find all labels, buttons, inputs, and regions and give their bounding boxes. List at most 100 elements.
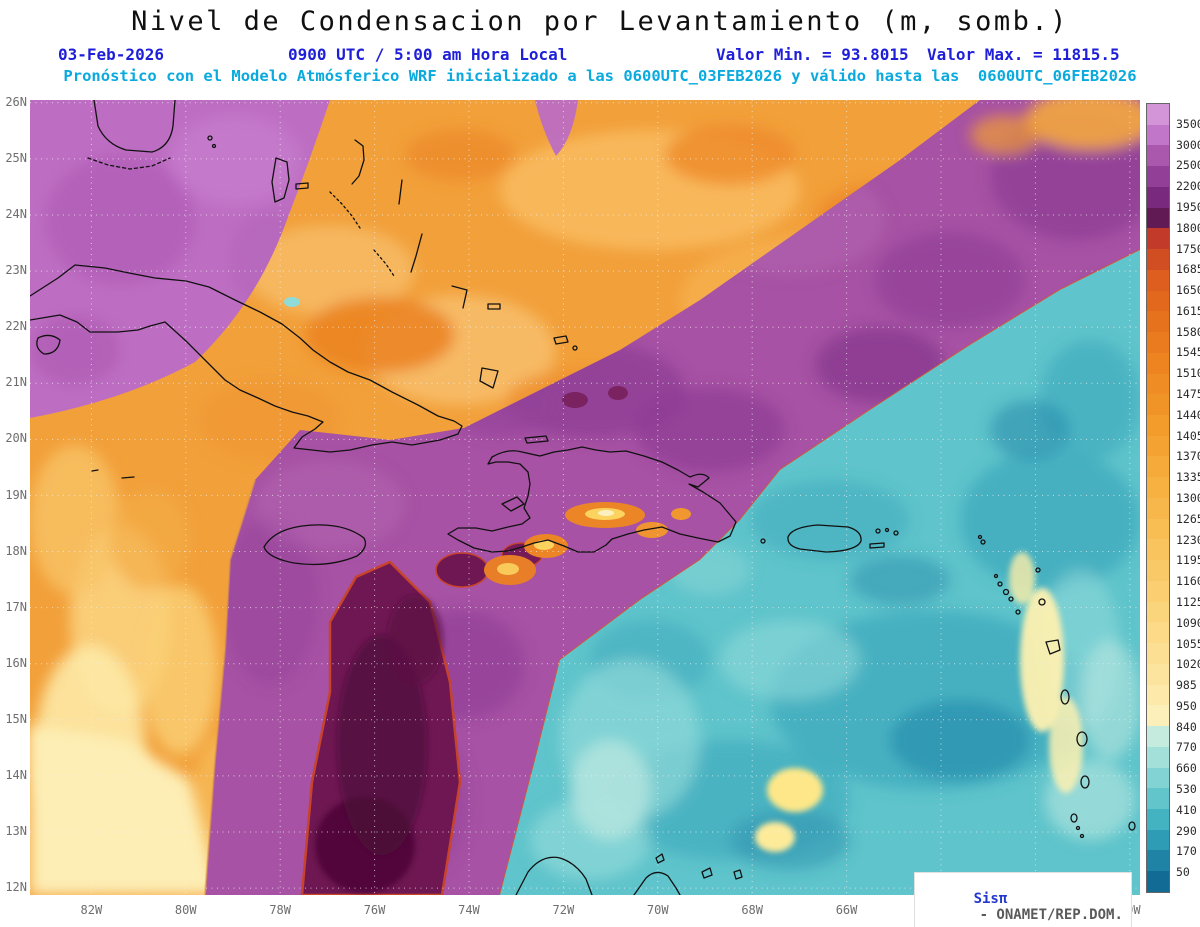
colorbar-level-1405: 1405 [1176,428,1200,443]
colorbar-level-1020: 1020 [1176,657,1200,672]
colorbar-segment [1147,622,1169,644]
colorbar-segment [1147,394,1169,416]
colorbar-level-1510: 1510 [1176,366,1200,381]
lat-tick-14N: 14N [5,768,27,782]
colorbar [1146,103,1170,893]
lat-tick-13N: 13N [5,824,27,839]
colorbar-level-1650: 1650 [1176,283,1200,298]
lon-tick-70W: 70W [646,903,669,917]
colorbar-segment [1147,767,1169,789]
lat-tick-18N: 18N [5,543,27,558]
colorbar-level-3000: 3000 [1176,137,1200,152]
valid-local-time: 0900 UTC / 5:00 am Hora Local [288,45,568,64]
lon-tick-82W: 82W [80,903,103,917]
isla-juventud-coastline [36,334,61,355]
coastlines [29,99,1136,896]
colorbar-level-1615: 1615 [1176,303,1200,318]
colorbar-segment [1147,249,1169,270]
florida-keys-coastline [87,157,171,170]
colorbar-level-1090: 1090 [1176,615,1200,630]
colorbar-segment [1147,705,1169,727]
field-maroon-core-region [300,386,628,897]
lat-tick-19N: 19N [5,487,27,502]
colorbar-level-1685: 1685 [1176,262,1200,277]
colorbar-level-840: 840 [1176,719,1197,734]
colorbar-level-1440: 1440 [1176,407,1200,422]
colorbar-segment [1147,104,1169,125]
colorbar-segment [1147,415,1169,436]
colorbar-level-1750: 1750 [1176,241,1200,256]
colorbar-segment [1147,186,1169,208]
colorbar-level-410: 410 [1176,802,1197,817]
colorbar-level-2200: 2200 [1176,179,1200,194]
colorbar-level-1055: 1055 [1176,636,1200,651]
colorbar-level-660: 660 [1176,761,1197,776]
colorbar-level-170: 170 [1176,844,1197,859]
run-date: 03-Feb-2026 [58,45,164,64]
lat-tick-25N: 25N [5,150,27,165]
puerto-rico-coastline [787,524,862,553]
colorbar-segment [1147,601,1169,623]
colorbar-segment [1147,269,1169,291]
lat-tick-12N: 12N [5,880,27,895]
colorbar-segment [1147,726,1169,747]
colorbar-segment [1147,145,1169,167]
colorbar-level-1950: 1950 [1176,199,1200,214]
lon-tick-66W: 66W [835,903,858,917]
header-meta-row: 03-Feb-2026 0900 UTC / 5:00 am Hora Loca… [0,45,1200,65]
hispaniola-coastline [447,446,737,553]
lon-tick-80W: 80W [174,903,197,917]
lat-tick-21N: 21N [5,375,27,390]
lat-tick-17N: 17N [5,599,27,614]
lat-tick-15N: 15N [5,711,27,726]
colorbar-level-1230: 1230 [1176,532,1200,547]
colorbar-level-290: 290 [1176,823,1197,838]
lat-tick-26N: 26N [5,94,27,109]
colorbar-segment [1147,663,1169,685]
colorbar-segment [1147,788,1169,809]
lon-tick-78W: 78W [269,903,291,917]
colorbar-level-1580: 1580 [1176,324,1200,339]
colorbar-level-1335: 1335 [1176,470,1200,485]
tortue-island [524,435,549,444]
jamaica-coastline [263,524,367,566]
colorbar-level-2500: 2500 [1176,158,1200,173]
colorbar-level-1475: 1475 [1176,387,1200,402]
colorbar-level-50: 50 [1176,865,1190,880]
colorbar-segment [1147,311,1169,333]
lon-tick-68W: 68W [741,903,763,917]
colorbar-level-3500: 3500 [1176,116,1200,131]
colorbar-level-950: 950 [1176,698,1197,713]
watermark-org: - ONAMET/REP.DOM. [979,907,1123,923]
colorbar-segment [1147,352,1169,374]
colorbar-level-1800: 1800 [1176,220,1200,235]
gonave-island [501,496,525,512]
colorbar-segment [1147,477,1169,498]
colorbar-segment [1147,539,1169,561]
colorbar-level-530: 530 [1176,782,1197,797]
colorbar-level-1125: 1125 [1176,594,1200,609]
colorbar-segments [1147,104,1169,892]
colorbar-segment [1147,207,1169,229]
colorbar-segment [1147,497,1169,519]
colorbar-segment [1147,332,1169,353]
colorbar-level-1300: 1300 [1176,491,1200,505]
cuba-coastline [29,264,463,453]
colorbar-level-1545: 1545 [1176,345,1200,360]
colorbar-segment [1147,373,1169,395]
lat-tick-23N: 23N [5,263,27,278]
lat-tick-22N: 22N [5,319,27,334]
colorbar-level-1370: 1370 [1176,449,1200,464]
bahamas-islands [207,135,578,389]
watermark: Sisπ - ONAMET/REP.DOM. [914,872,1132,927]
colorbar-segment [1147,560,1169,581]
lat-tick-24N: 24N [5,207,27,221]
colorbar-segment [1147,643,1169,664]
lon-tick-72W: 72W [552,903,575,917]
south-america-coastline [515,853,743,896]
colorbar-segment [1147,746,1169,768]
florida-coastline [93,99,176,153]
lat-tick-16N: 16N [5,655,27,670]
colorbar-segment [1147,124,1169,146]
